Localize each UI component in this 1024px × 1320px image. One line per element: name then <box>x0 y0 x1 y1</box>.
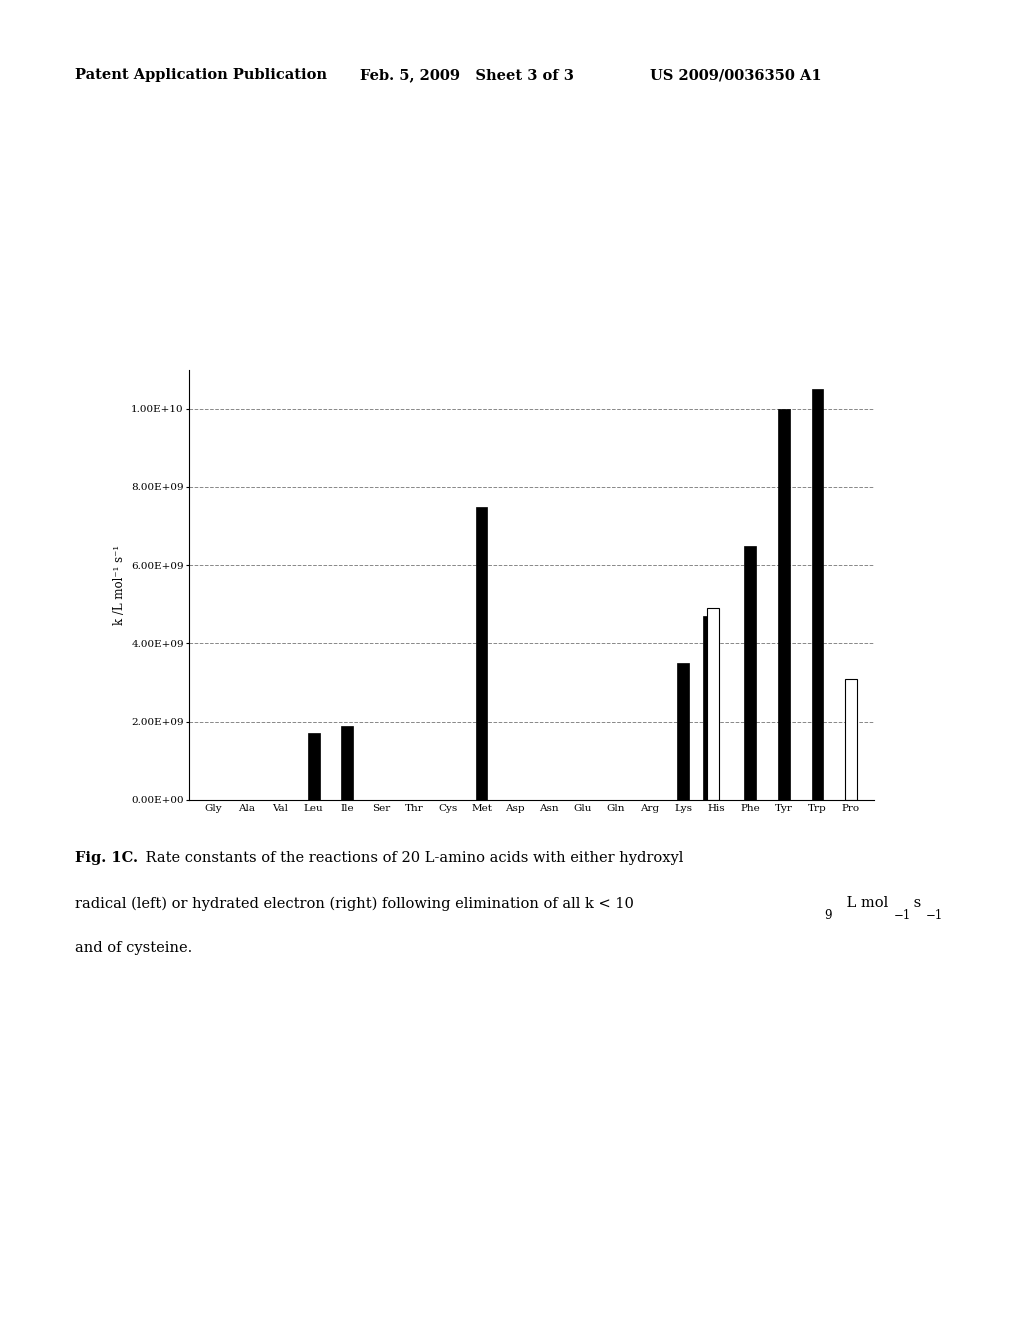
Bar <box>308 734 319 800</box>
Bar <box>707 609 719 800</box>
Text: Feb. 5, 2009   Sheet 3 of 3: Feb. 5, 2009 Sheet 3 of 3 <box>360 69 574 82</box>
Text: radical (left) or hydrated electron (right) following elimination of all k < 10: radical (left) or hydrated electron (rig… <box>75 896 634 911</box>
Y-axis label: k /L mol⁻¹ s⁻¹: k /L mol⁻¹ s⁻¹ <box>113 545 126 624</box>
Bar <box>778 409 790 800</box>
Bar <box>677 663 689 800</box>
Text: US 2009/0036350 A1: US 2009/0036350 A1 <box>650 69 822 82</box>
Text: Patent Application Publication: Patent Application Publication <box>75 69 327 82</box>
Text: and of cysteine.: and of cysteine. <box>75 941 193 956</box>
Text: −1: −1 <box>926 909 943 923</box>
Bar <box>341 726 353 800</box>
Text: s: s <box>909 896 922 911</box>
Text: L mol: L mol <box>842 896 888 911</box>
Text: −1: −1 <box>894 909 911 923</box>
Bar <box>702 616 715 800</box>
Bar <box>812 389 823 800</box>
Bar <box>744 545 756 800</box>
Bar <box>476 507 487 800</box>
Text: Rate constants of the reactions of 20 L-amino acids with either hydroxyl: Rate constants of the reactions of 20 L-… <box>141 851 684 866</box>
Text: Fig. 1C.: Fig. 1C. <box>75 851 138 866</box>
Text: 9: 9 <box>824 909 831 923</box>
Bar <box>845 678 857 800</box>
